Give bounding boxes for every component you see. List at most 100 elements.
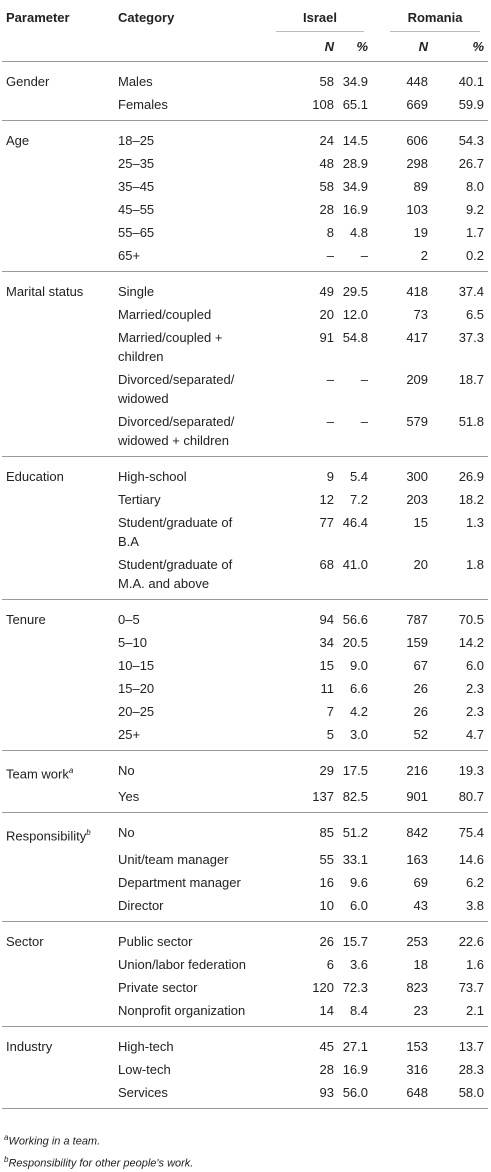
value-cell: 15.7 — [342, 933, 369, 949]
value-cell: 54.3 — [458, 133, 485, 148]
value-cell: – — [360, 372, 369, 387]
category-cell: 5–10 — [118, 635, 147, 650]
value-cell: 11 — [320, 681, 335, 696]
value-cell: 216 — [406, 763, 429, 778]
value-cell: 2.3 — [465, 681, 485, 696]
value-cell: 2 — [420, 248, 429, 263]
value-cell: 787 — [406, 612, 429, 627]
parameter-cell — [2, 785, 114, 813]
parameter-cell — [2, 976, 114, 999]
category-cell: Public sector — [118, 933, 193, 949]
parameter-cell — [2, 631, 114, 654]
category-cell: Unit/team manager — [118, 851, 229, 867]
value-cell: 65.1 — [342, 97, 369, 112]
value-cell: 34.9 — [342, 179, 369, 194]
value-cell: 300 — [406, 469, 429, 484]
value-cell: 77 — [319, 515, 334, 530]
value-cell: 20 — [413, 557, 429, 572]
value-cell: 26 — [413, 704, 429, 719]
value-cell: 1.3 — [465, 515, 485, 530]
header-group: Israel — [258, 0, 372, 32]
header-cell: Romania — [390, 8, 481, 32]
value-cell: 14 — [319, 1002, 334, 1018]
value-cell: – — [360, 248, 369, 263]
table-row: Services 93 56.0 648 58.0 — [2, 1081, 488, 1109]
value-cell: 18.7 — [458, 372, 485, 387]
value-cell: 9.6 — [349, 874, 369, 890]
value-cell: 10 — [319, 897, 334, 913]
value-cell: 34 — [319, 635, 334, 650]
value-cell: 55 — [319, 851, 334, 867]
value-cell: 24 — [319, 133, 334, 148]
value-cell: 4.8 — [349, 225, 369, 240]
table-row: 45–55 28 16.9 103 9.2 — [2, 198, 488, 221]
category-cell: Services — [118, 1084, 168, 1100]
category-cell: Males — [118, 74, 153, 89]
value-cell: 16 — [319, 874, 334, 890]
value-cell: 28.9 — [342, 156, 369, 171]
parameter-cell: Industry — [2, 1026, 114, 1058]
table-row: Private sector 120 72.3 823 73.7 — [2, 976, 488, 999]
footnote-mark: b — [4, 1154, 9, 1164]
parameter-cell — [2, 410, 114, 457]
value-cell: 6.0 — [349, 897, 369, 913]
value-cell: 58.0 — [458, 1084, 485, 1100]
header-cell: Israel — [276, 8, 365, 32]
table-row: Yes 137 82.5 901 80.7 — [2, 785, 488, 813]
value-cell: 73 — [413, 307, 429, 322]
value-cell: 103 — [406, 202, 429, 217]
value-cell: 2.3 — [465, 704, 485, 719]
row-group: Marital status Single 49 29.5 418 37.4 Married… — [2, 272, 489, 457]
value-cell: 28 — [319, 202, 334, 217]
value-cell: 28.3 — [458, 1061, 485, 1077]
row-group: Tenure 0–5 94 56.6 787 70.5 5–10 34 20.5 159 14.2 1… — [2, 600, 489, 751]
value-cell: 6.0 — [465, 658, 485, 673]
parameter-name: Industry — [6, 1038, 53, 1054]
parameter-cell — [2, 553, 114, 600]
table-row: Tertiary 12 7.2 203 18.2 — [2, 488, 488, 511]
category-cell: Union/labor federation — [118, 956, 246, 972]
value-cell: 18 — [413, 956, 429, 972]
parameter-cell — [2, 198, 114, 221]
parameter-name: Sector — [6, 933, 44, 949]
table-row: 65+ – – 2 0.2 — [2, 244, 488, 272]
footnote-mark: a — [68, 766, 74, 775]
value-cell: 5 — [326, 727, 334, 742]
parameter-name: Education — [6, 469, 64, 484]
row-group: Sector Public sector 26 15.7 253 22.6 Union/la… — [2, 921, 489, 1027]
value-cell: 3.6 — [349, 956, 369, 972]
table-row: Unit/team manager 55 33.1 163 14.6 — [2, 848, 488, 871]
value-cell: 45 — [319, 1038, 334, 1054]
value-cell: 16.9 — [342, 202, 369, 217]
value-cell: 37.3 — [458, 330, 485, 345]
category-cell: 45–55 — [118, 202, 155, 217]
value-cell: 8 — [326, 225, 334, 240]
parameter-cell: Responsibilityb — [2, 813, 114, 848]
category-cell: Student/graduate of B.A — [118, 515, 233, 549]
value-cell: – — [326, 372, 334, 387]
footnotes: aWorking in a team. bResponsibility for o… — [4, 1129, 193, 1172]
value-cell: 7.2 — [349, 492, 369, 507]
category-cell: High-tech — [118, 1038, 174, 1054]
value-cell: 9 — [326, 469, 334, 484]
value-cell: 6 — [326, 956, 334, 972]
value-cell: 16.9 — [342, 1061, 369, 1077]
value-cell: 82.5 — [342, 789, 369, 805]
header-row: Parameter Category Israel Romania — [2, 0, 488, 32]
value-cell: 56.0 — [342, 1084, 369, 1100]
parameter-cell — [2, 326, 114, 368]
parameter-cell — [2, 700, 114, 723]
row-group: Gender Males 58 34.9 448 40.1 Females 108 65.1 66… — [2, 62, 489, 121]
value-cell: 26 — [413, 681, 429, 696]
value-cell: 37.4 — [458, 284, 485, 299]
value-cell: 34.9 — [342, 74, 369, 89]
table-row: Age 18–25 24 14.5 606 54.3 — [2, 121, 488, 153]
category-cell: Divorced/separated/ widowed + children — [118, 414, 235, 448]
parameter-cell — [2, 723, 114, 751]
value-cell: 6.6 — [349, 681, 369, 696]
category-cell: Director — [118, 897, 164, 913]
value-cell: 4.2 — [349, 704, 369, 719]
value-cell: 15 — [319, 658, 334, 673]
value-cell: 91 — [319, 330, 334, 345]
